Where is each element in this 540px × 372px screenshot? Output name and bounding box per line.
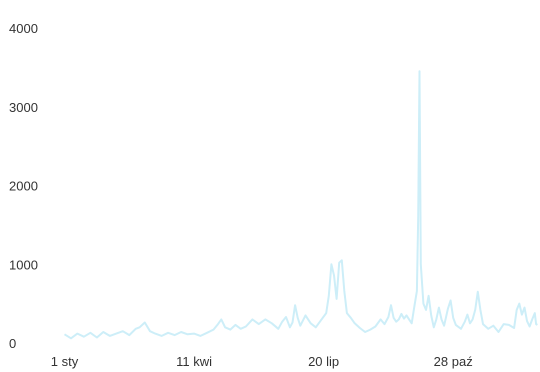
x-axis: 1 sty 11 kwi 20 lip 28 paź: [51, 354, 473, 369]
x-tick-label: 1 sty: [51, 354, 79, 369]
y-tick-label: 1000: [9, 257, 38, 272]
y-tick-label: 4000: [9, 21, 38, 36]
y-tick-label: 2000: [9, 179, 38, 194]
y-tick-label: 0: [9, 336, 16, 351]
y-axis: 0 1000 2000 3000 4000: [9, 21, 38, 351]
x-tick-label: 28 paź: [434, 354, 473, 369]
plot-area: [63, 70, 538, 340]
series-line-0: [63, 70, 538, 340]
x-tick-label: 20 lip: [308, 354, 339, 369]
x-tick-label: 11 kwi: [176, 354, 212, 369]
y-tick-label: 3000: [9, 100, 38, 115]
